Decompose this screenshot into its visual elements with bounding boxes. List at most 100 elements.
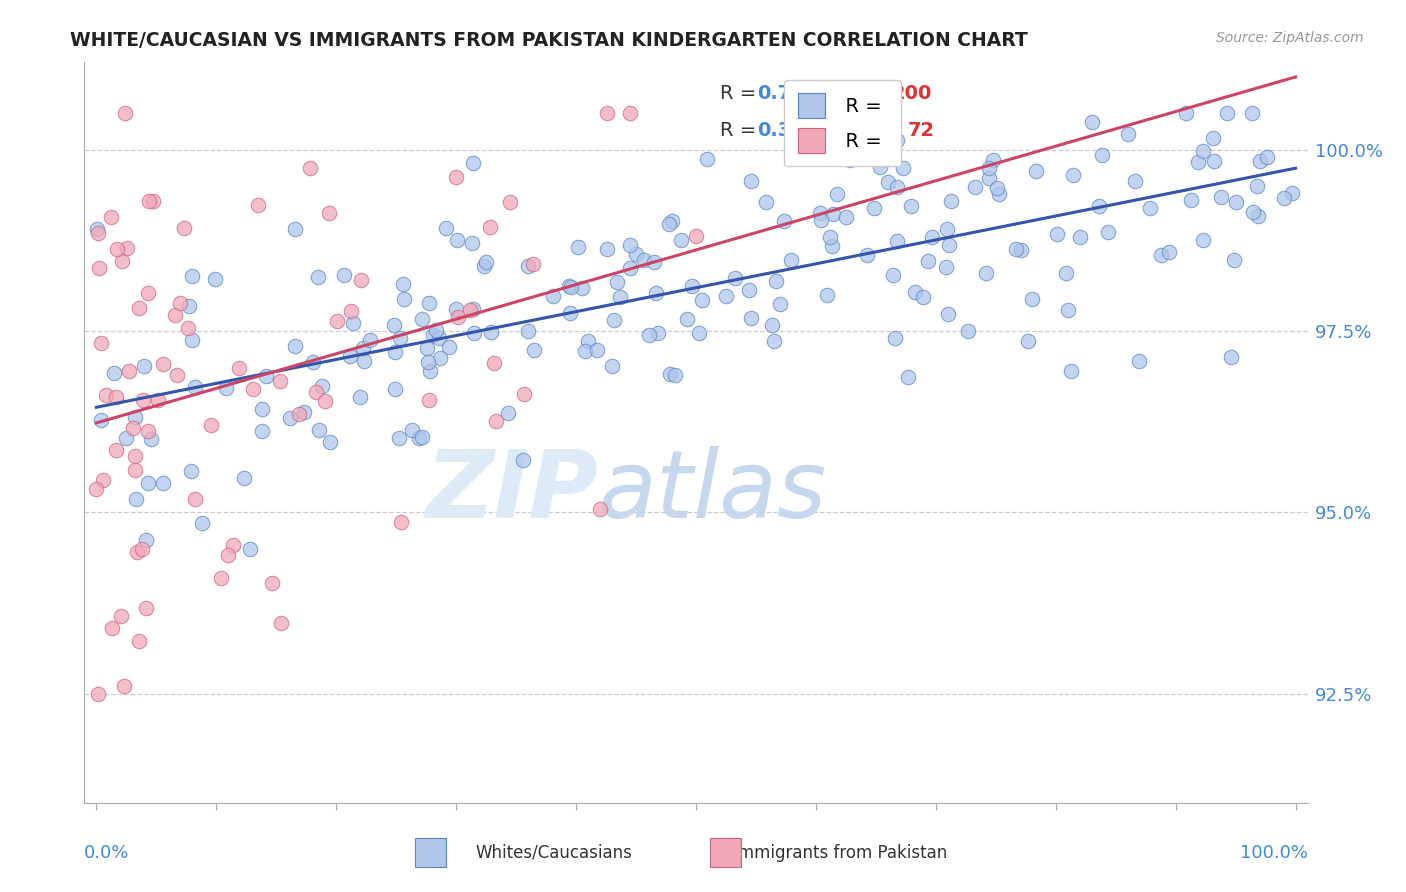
Text: N =: N = (855, 121, 898, 140)
Point (461, 301, 484, 316)
Point (1097, 225, 1119, 239)
Point (609, 290, 631, 304)
Point (446, 233, 468, 247)
Point (135, 601, 157, 615)
Point (979, 161, 1001, 175)
Point (835, 211, 858, 225)
Point (416, 354, 439, 368)
Point (1062, 168, 1084, 182)
Point (763, 334, 786, 348)
Point (90, 413, 112, 427)
Point (86, 222, 108, 236)
Point (242, 382, 264, 396)
Point (94, 388, 117, 402)
Point (821, 239, 844, 253)
Point (862, 201, 884, 215)
Point (821, 206, 844, 220)
Point (773, 214, 796, 228)
Point (1256, 150, 1278, 164)
Point (254, 368, 277, 383)
Point (1091, 148, 1114, 162)
Point (301, 355, 323, 369)
Point (856, 248, 879, 262)
Point (1220, 350, 1243, 364)
Point (576, 334, 599, 348)
Point (523, 343, 546, 357)
Point (560, 280, 582, 294)
Point (1192, 145, 1215, 159)
Point (339, 350, 361, 364)
Point (1174, 106, 1197, 120)
Point (619, 261, 641, 276)
Point (217, 548, 239, 562)
Text: ZIP: ZIP (425, 446, 598, 538)
Point (177, 299, 200, 313)
Point (897, 369, 920, 384)
Point (1159, 245, 1181, 260)
Point (938, 307, 960, 321)
Point (1080, 115, 1102, 129)
Point (658, 368, 681, 382)
Point (138, 424, 160, 438)
Point (1281, 186, 1303, 200)
Point (444, 301, 467, 316)
Point (418, 392, 440, 407)
Text: 200: 200 (891, 84, 932, 103)
Point (988, 187, 1011, 202)
Point (779, 252, 801, 267)
Point (124, 410, 146, 425)
Point (1045, 227, 1067, 242)
Point (308, 269, 330, 284)
Text: N =: N = (855, 84, 898, 103)
Point (124, 463, 146, 477)
Point (105, 243, 128, 257)
Point (352, 341, 374, 355)
Point (184, 380, 207, 394)
Point (128, 301, 150, 315)
Point (696, 152, 718, 166)
Point (181, 333, 204, 347)
Point (152, 476, 174, 491)
Point (299, 161, 322, 175)
Point (789, 139, 811, 153)
Text: 0.751: 0.751 (758, 84, 818, 103)
Point (917, 254, 939, 268)
Point (124, 449, 146, 463)
Point (626, 247, 648, 261)
Point (111, 254, 134, 268)
Point (132, 359, 155, 374)
Point (288, 408, 311, 422)
Point (912, 290, 935, 304)
Point (180, 269, 202, 284)
Point (724, 270, 747, 285)
Point (388, 431, 411, 445)
Point (769, 297, 792, 311)
Point (1211, 190, 1233, 204)
Point (103, 367, 125, 381)
Point (239, 541, 262, 556)
Point (512, 453, 534, 467)
Point (827, 186, 849, 201)
Point (904, 285, 927, 299)
Point (359, 334, 381, 348)
Point (810, 213, 832, 227)
Point (638, 328, 661, 343)
Point (173, 221, 195, 235)
Point (152, 357, 174, 371)
Point (246, 197, 269, 211)
Point (284, 222, 307, 236)
Point (1139, 202, 1161, 216)
Point (1069, 230, 1091, 244)
Point (482, 356, 505, 370)
Point (292, 405, 315, 419)
Point (938, 237, 960, 252)
Point (815, 288, 838, 302)
Point (619, 106, 641, 120)
Point (382, 318, 405, 332)
Point (418, 296, 440, 310)
Point (740, 310, 762, 325)
Point (90, 336, 112, 351)
Point (517, 325, 540, 339)
Point (114, 431, 136, 445)
Point (891, 161, 914, 175)
